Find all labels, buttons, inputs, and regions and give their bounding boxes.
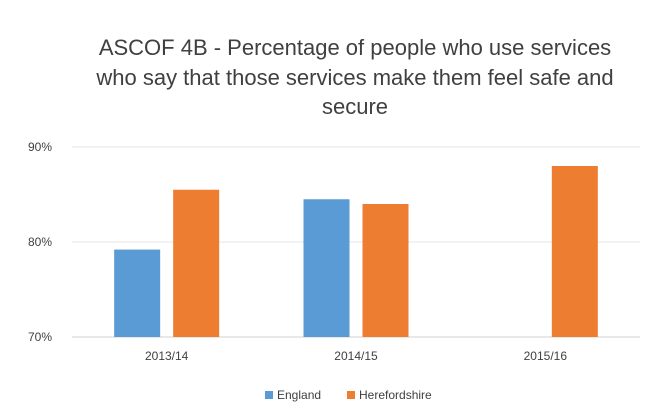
y-tick-label: 70%: [28, 330, 52, 344]
bar-herefordshire-2013-14: [173, 189, 220, 337]
bars: [114, 166, 598, 337]
legend-label-herefordshire: Herefordshire: [359, 388, 432, 402]
legend-swatch-herefordshire: [347, 391, 355, 399]
x-category-label: 2013/14: [145, 349, 189, 363]
chart-title: ASCOF 4B - Percentage of people who use …: [95, 35, 613, 119]
bar-herefordshire-2014-15: [362, 204, 409, 337]
x-category-label: 2015/16: [524, 349, 568, 363]
bar-england-2014-15: [303, 199, 350, 337]
x-axis-categories: 2013/14 2014/15 2015/16: [145, 349, 567, 363]
x-category-label: 2014/15: [334, 349, 378, 363]
legend-label-england: England: [277, 388, 321, 402]
y-axis-ticks: 70% 80% 90%: [28, 140, 52, 344]
legend: England Herefordshire: [265, 388, 432, 402]
bar-england-2013-14: [114, 249, 161, 337]
chart-title-line: ASCOF 4B - Percentage of people who use …: [99, 35, 611, 60]
chart-title-line: secure: [322, 94, 388, 119]
gridlines: [72, 146, 640, 338]
y-tick-label: 90%: [28, 140, 52, 154]
chart-title-line: who say that those services make them fe…: [95, 65, 613, 90]
bar-herefordshire-2015-16: [551, 166, 598, 337]
y-tick-label: 80%: [28, 235, 52, 249]
legend-swatch-england: [265, 391, 273, 399]
